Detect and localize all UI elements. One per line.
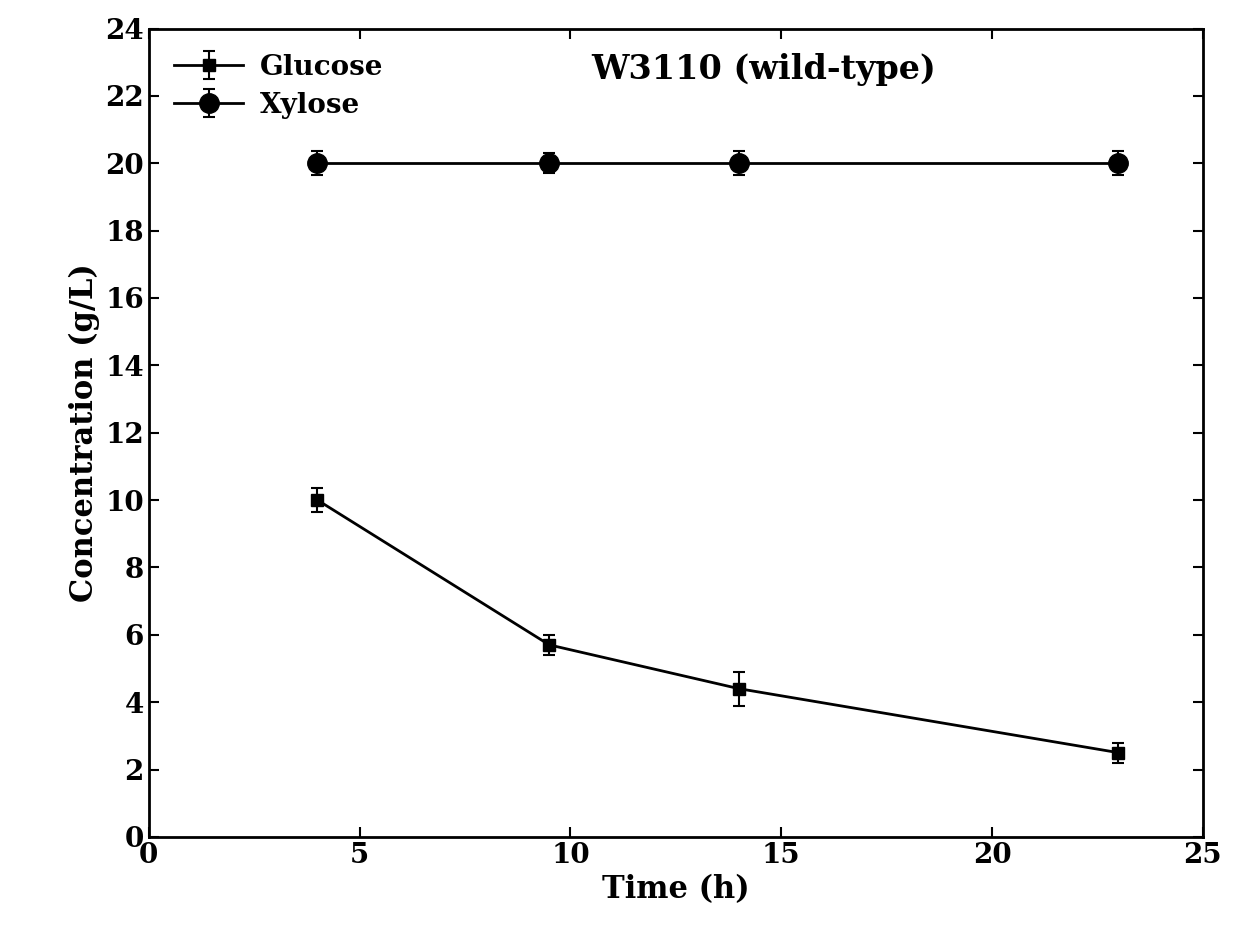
X-axis label: Time (h): Time (h) [601, 874, 750, 905]
Legend: Glucose, Xylose: Glucose, Xylose [162, 43, 394, 129]
Y-axis label: Concentration (g/L): Concentration (g/L) [68, 263, 99, 602]
Text: W3110 (wild-type): W3110 (wild-type) [591, 52, 936, 86]
